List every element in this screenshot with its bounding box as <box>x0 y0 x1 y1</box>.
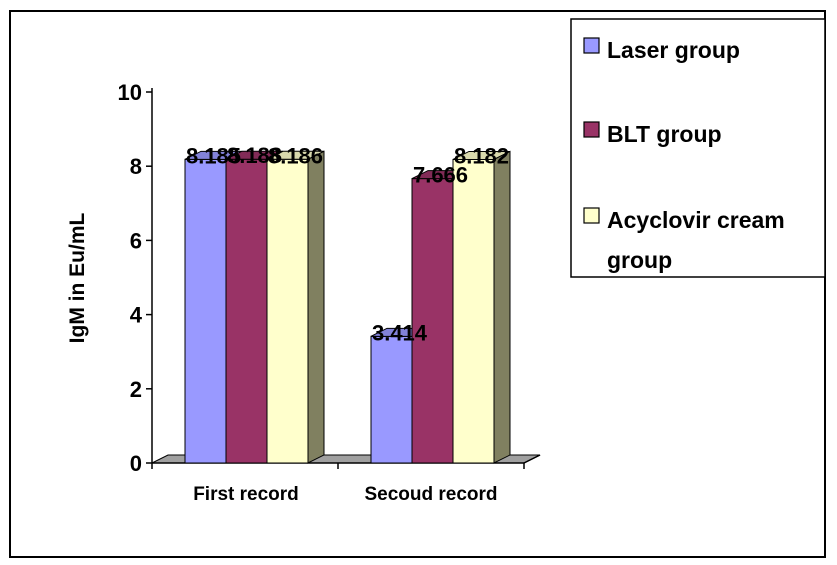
x-axis-labels: First record Secoud record <box>193 484 497 505</box>
y-axis: 0 2 4 6 8 10 <box>118 80 541 476</box>
data-label: 8.182 <box>454 143 509 168</box>
bar-front <box>225 158 268 464</box>
legend-label: Acyclovir cream <box>607 207 785 233</box>
bar-front <box>370 335 413 464</box>
legend-label: group <box>607 247 672 273</box>
data-label: 3.414 <box>372 320 428 345</box>
floor-edge <box>523 454 541 464</box>
bar <box>411 170 470 464</box>
bar-front <box>184 158 227 464</box>
legend: Laser group BLT group Acyclovir cream group <box>570 18 826 278</box>
y-tick-label: 4 <box>130 303 143 328</box>
legend-swatch <box>583 121 600 138</box>
data-label: 8.188 <box>227 143 282 168</box>
data-label: 7.666 <box>413 163 468 188</box>
bar-side <box>493 150 511 464</box>
data-label: 8.186 <box>268 143 323 168</box>
legend-swatch <box>583 207 600 224</box>
data-label: 8.185 <box>186 143 241 168</box>
legend-box <box>570 18 826 278</box>
x-tick-label: Secoud record <box>364 484 497 505</box>
bar-front <box>452 158 495 464</box>
bar <box>452 150 511 464</box>
legend-label: BLT group <box>607 121 722 147</box>
y-tick-label: 2 <box>130 377 142 402</box>
bar-front <box>266 158 309 464</box>
legend-swatch <box>583 37 600 54</box>
y-tick-label: 0 <box>130 451 142 476</box>
bar <box>266 150 325 464</box>
bars <box>184 150 511 464</box>
legend-label: Laser group <box>607 37 740 63</box>
y-axis-title: IgM in Eu/mL <box>66 213 89 344</box>
bar-side <box>307 150 325 464</box>
y-tick-label: 8 <box>130 154 142 179</box>
y-tick-label: 6 <box>130 228 142 253</box>
bar-front <box>411 178 454 464</box>
bar <box>184 150 243 464</box>
x-tick-label: First record <box>193 484 299 505</box>
y-tick-label: 10 <box>118 80 142 105</box>
